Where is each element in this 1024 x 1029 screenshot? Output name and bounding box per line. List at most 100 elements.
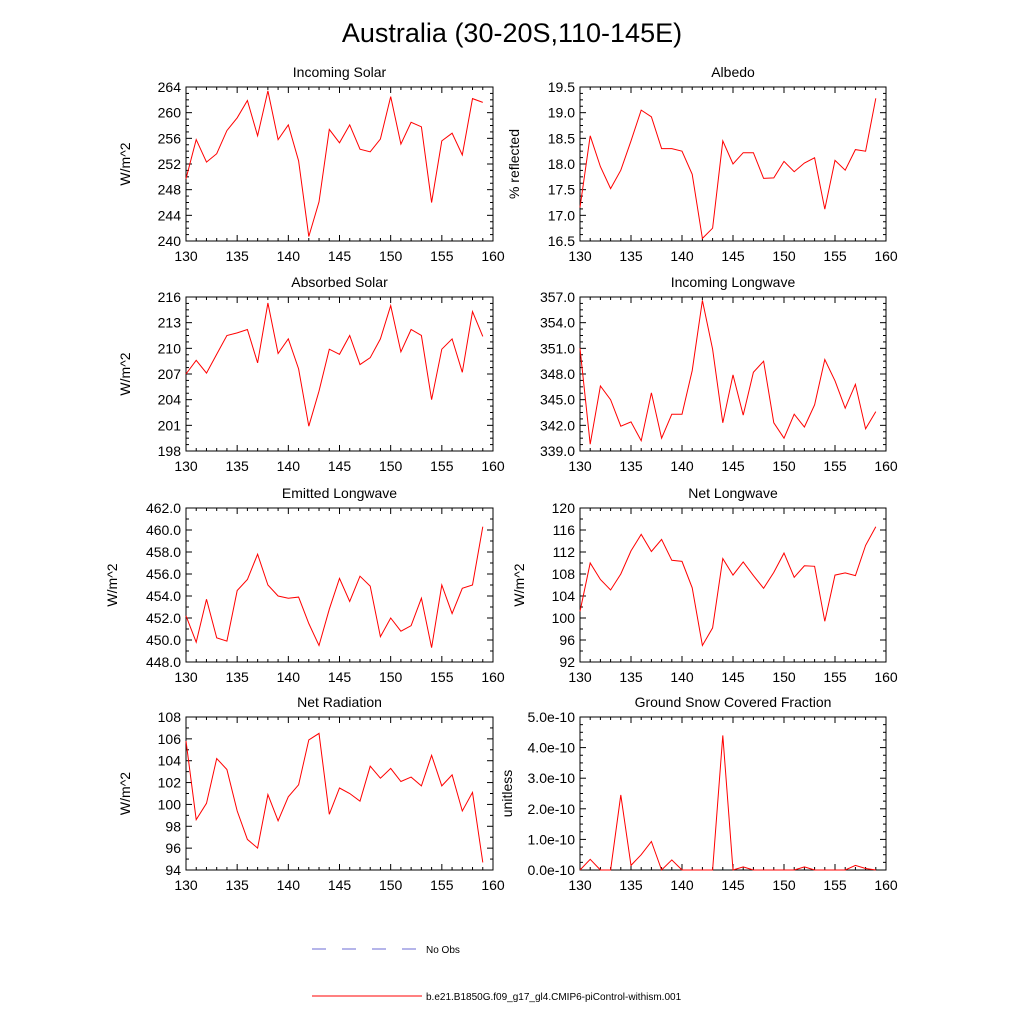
y-tick-label: 260 <box>158 105 182 121</box>
x-tick-label: 135 <box>619 458 643 474</box>
y-tick-label: 213 <box>158 315 182 331</box>
x-tick-label: 140 <box>670 877 694 893</box>
x-tick-label: 130 <box>174 248 198 264</box>
y-axis-label: W/m^2 <box>117 772 133 815</box>
x-tick-label: 145 <box>721 248 745 264</box>
x-tick-label: 150 <box>772 669 796 685</box>
series-line <box>186 91 483 237</box>
x-tick-label: 135 <box>225 877 249 893</box>
series-line <box>580 527 876 646</box>
y-tick-label: 201 <box>158 417 182 433</box>
chart-panel-7: Ground Snow Covered Fraction unitless 130 1… <box>499 694 898 893</box>
x-tick-label: 145 <box>328 669 352 685</box>
y-tick-label: 339.0 <box>540 443 575 459</box>
panel-title: Absorbed Solar <box>291 274 388 290</box>
plot-frame <box>580 717 886 870</box>
x-tick-label: 140 <box>277 669 301 685</box>
panel-title: Albedo <box>711 64 755 80</box>
y-tick-label: 96 <box>559 632 575 648</box>
x-tick-label: 160 <box>481 458 505 474</box>
x-tick-label: 160 <box>874 248 898 264</box>
y-tick-label: 448.0 <box>146 654 181 670</box>
x-tick-label: 160 <box>481 669 505 685</box>
y-axis-label: % reflected <box>506 129 522 199</box>
y-tick-label: 98 <box>165 818 181 834</box>
x-tick-label: 140 <box>670 458 694 474</box>
x-tick-label: 140 <box>277 458 301 474</box>
x-tick-label: 130 <box>568 669 592 685</box>
plot-frame <box>186 87 493 241</box>
x-tick-label: 155 <box>430 458 454 474</box>
y-tick-label: 120 <box>552 500 576 516</box>
x-tick-label: 155 <box>823 877 847 893</box>
panel-title: Incoming Solar <box>293 64 387 80</box>
y-tick-label: 357.0 <box>540 289 575 305</box>
y-tick-label: 345.0 <box>540 392 575 408</box>
y-tick-label: 17.0 <box>548 207 575 223</box>
y-tick-label: 198 <box>158 443 182 459</box>
x-tick-label: 130 <box>568 458 592 474</box>
x-tick-label: 160 <box>481 877 505 893</box>
x-tick-label: 155 <box>823 458 847 474</box>
y-tick-label: 116 <box>553 522 576 538</box>
x-tick-label: 155 <box>430 248 454 264</box>
x-tick-label: 130 <box>174 877 198 893</box>
y-tick-label: 96 <box>165 840 181 856</box>
y-tick-label: 104 <box>552 588 576 604</box>
series-line <box>186 527 483 648</box>
y-tick-label: 450.0 <box>146 632 181 648</box>
y-axis-label: unitless <box>499 770 515 817</box>
plot-frame <box>580 297 886 451</box>
x-tick-label: 150 <box>379 669 403 685</box>
series-line <box>186 303 483 426</box>
legend-label: No Obs <box>426 945 460 956</box>
x-tick-label: 155 <box>823 669 847 685</box>
x-tick-label: 140 <box>670 669 694 685</box>
y-tick-label: 460.0 <box>146 522 181 538</box>
x-tick-label: 145 <box>721 669 745 685</box>
series-line <box>580 735 876 870</box>
y-axis-label: W/m^2 <box>117 142 133 185</box>
series-line <box>580 300 876 444</box>
x-tick-label: 150 <box>379 877 403 893</box>
x-tick-label: 135 <box>225 458 249 474</box>
y-tick-label: 106 <box>158 731 182 747</box>
x-tick-label: 155 <box>430 669 454 685</box>
x-tick-label: 140 <box>670 248 694 264</box>
x-tick-label: 160 <box>481 248 505 264</box>
x-tick-label: 150 <box>772 248 796 264</box>
x-tick-label: 130 <box>568 877 592 893</box>
x-tick-label: 135 <box>619 248 643 264</box>
y-tick-label: 94 <box>165 862 181 878</box>
y-tick-label: 102 <box>158 775 182 791</box>
y-axis-label: W/m^2 <box>511 563 527 606</box>
x-tick-label: 150 <box>772 458 796 474</box>
x-tick-label: 145 <box>328 877 352 893</box>
panel-title: Ground Snow Covered Fraction <box>635 694 832 710</box>
y-tick-label: 0.0e-10 <box>528 862 576 878</box>
x-tick-label: 160 <box>874 458 898 474</box>
y-tick-label: 19.0 <box>548 105 575 121</box>
y-tick-label: 3.0e-10 <box>528 770 576 786</box>
y-tick-label: 2.0e-10 <box>528 801 576 817</box>
panel-title: Emitted Longwave <box>282 485 397 501</box>
y-axis-label: W/m^2 <box>104 563 120 606</box>
x-tick-label: 135 <box>225 669 249 685</box>
y-tick-label: 104 <box>158 753 182 769</box>
y-tick-label: 240 <box>158 233 182 249</box>
x-tick-label: 135 <box>619 877 643 893</box>
y-tick-label: 458.0 <box>146 544 181 560</box>
x-tick-label: 135 <box>619 669 643 685</box>
y-tick-label: 16.5 <box>548 233 575 249</box>
y-tick-label: 18.0 <box>548 156 575 172</box>
x-tick-label: 150 <box>772 877 796 893</box>
y-tick-label: 216 <box>158 289 182 305</box>
y-tick-label: 256 <box>158 130 182 146</box>
y-tick-label: 248 <box>158 182 182 198</box>
y-tick-label: 19.5 <box>548 79 575 95</box>
x-tick-label: 145 <box>721 458 745 474</box>
